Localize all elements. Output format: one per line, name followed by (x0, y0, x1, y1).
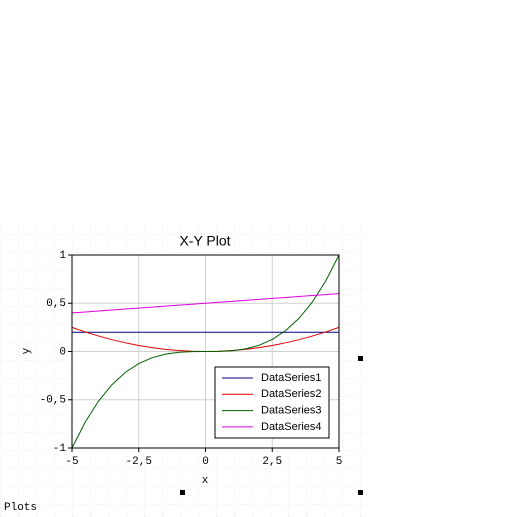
resize-handle[interactable] (180, 490, 185, 495)
chart-title: X-Y Plot (179, 233, 230, 249)
legend-box (214, 366, 330, 439)
x-tick-label: 5 (336, 456, 343, 468)
y-axis-label: y (21, 347, 33, 354)
x-tick-label: -2,5 (126, 456, 152, 468)
legend-label: DataSeries1 (261, 372, 322, 384)
plot-frame (71, 254, 340, 449)
y-tick-label: 0,5 (46, 298, 66, 310)
resize-handle[interactable] (358, 356, 363, 361)
y-tick-label: 1 (59, 250, 66, 262)
x-tick-label: 2,5 (262, 456, 282, 468)
panel-label: Plots (4, 502, 37, 514)
y-tick-label: -1 (53, 443, 67, 455)
resize-handle[interactable] (358, 490, 363, 495)
y-tick-label: -0,5 (40, 395, 66, 407)
x-tick-label: 0 (202, 456, 209, 468)
series-line (71, 254, 340, 449)
series-line (71, 293, 340, 314)
x-axis-label: x (202, 475, 209, 487)
legend-label: DataSeries2 (261, 388, 322, 400)
legend: DataSeries1 DataSeries2 DataSeries3 DataSer… (214, 366, 330, 439)
y-tick-label: 0 (59, 346, 66, 358)
legend-label: DataSeries4 (261, 421, 322, 433)
plot: -5 -2,5 0 2,5 5-1-0,500,51DataSeries1DataSer… (40, 250, 343, 468)
legend-label: DataSeries3 (261, 405, 322, 417)
x-tick-label: -5 (65, 456, 78, 468)
